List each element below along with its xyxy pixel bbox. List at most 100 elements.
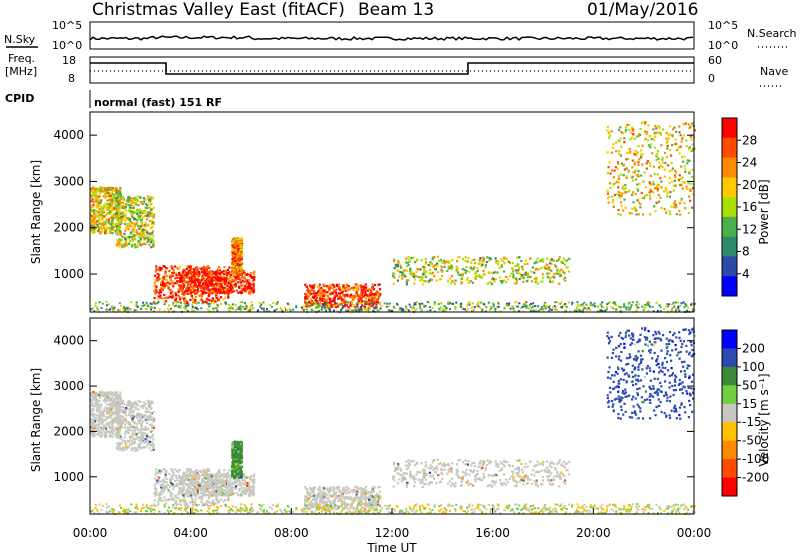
power-cell bbox=[130, 202, 133, 205]
power-cell bbox=[323, 298, 326, 302]
power-cell bbox=[344, 289, 347, 292]
power-cell bbox=[95, 198, 98, 201]
power-cell bbox=[679, 145, 682, 148]
power-cell bbox=[658, 161, 661, 164]
velocity-cell bbox=[128, 410, 132, 414]
power-cell bbox=[599, 309, 602, 312]
power-cell bbox=[465, 269, 468, 273]
power-cell bbox=[325, 284, 328, 288]
power-cell bbox=[407, 256, 410, 259]
power-cell bbox=[393, 307, 396, 310]
power-cell bbox=[518, 302, 521, 305]
power-cell bbox=[105, 308, 108, 311]
power-cell bbox=[680, 199, 683, 202]
power-cell bbox=[222, 298, 225, 301]
power-cell bbox=[98, 217, 101, 220]
power-cell bbox=[148, 219, 151, 222]
velocity-cell bbox=[108, 399, 111, 402]
power-cell bbox=[498, 266, 501, 269]
power-cell bbox=[169, 276, 172, 279]
power-cell bbox=[281, 310, 284, 313]
power-cell bbox=[118, 245, 121, 248]
power-cell bbox=[619, 154, 623, 157]
power-cell bbox=[328, 288, 331, 291]
power-cell bbox=[237, 291, 240, 294]
power-cell bbox=[634, 169, 637, 172]
velocity-cell bbox=[98, 412, 101, 415]
power-cell bbox=[612, 307, 615, 310]
power-cell bbox=[252, 284, 255, 287]
power-cell bbox=[209, 302, 212, 305]
velocity-cell bbox=[147, 400, 150, 403]
power-cell bbox=[111, 207, 114, 210]
power-cell bbox=[90, 200, 93, 203]
power-cell bbox=[179, 287, 182, 290]
velocity-cell bbox=[92, 395, 95, 398]
velocity-cell bbox=[105, 395, 108, 398]
velocity-cell bbox=[144, 425, 147, 428]
power-cell bbox=[343, 295, 346, 298]
power-cell bbox=[625, 175, 628, 178]
power-cell bbox=[554, 301, 557, 304]
power-cell bbox=[181, 280, 184, 283]
velocity-cell bbox=[97, 415, 100, 418]
power-cell bbox=[440, 306, 443, 309]
power-cell bbox=[400, 307, 403, 310]
nave-tick-60: 60 bbox=[708, 54, 722, 67]
power-cell bbox=[150, 303, 153, 305]
power-cell bbox=[235, 271, 238, 274]
power-cell bbox=[94, 212, 97, 216]
power-cell bbox=[242, 269, 245, 273]
velocity-cell bbox=[136, 427, 139, 430]
power-cell bbox=[332, 305, 335, 308]
power-cell bbox=[110, 204, 113, 207]
power-cell bbox=[165, 274, 168, 278]
power-cell bbox=[133, 309, 136, 312]
power-cell bbox=[145, 301, 148, 304]
power-cell bbox=[150, 202, 153, 206]
power-cell bbox=[609, 301, 611, 304]
power-cell bbox=[318, 288, 321, 291]
power-cell bbox=[548, 310, 551, 313]
power-cell bbox=[150, 219, 153, 222]
power-cell bbox=[489, 305, 492, 308]
power-cell bbox=[364, 290, 367, 293]
power-cell bbox=[512, 307, 515, 310]
power-cell bbox=[622, 163, 626, 166]
power-cell bbox=[464, 308, 467, 311]
power-cell bbox=[523, 263, 526, 266]
power-cell bbox=[318, 310, 321, 313]
power-cell bbox=[374, 292, 377, 295]
power-cell bbox=[521, 305, 524, 308]
power-cell bbox=[520, 307, 523, 309]
power-cell bbox=[371, 297, 374, 300]
power-cell bbox=[129, 210, 132, 213]
velocity-cell bbox=[118, 415, 121, 418]
power-cell bbox=[419, 307, 422, 309]
power-cell bbox=[235, 264, 238, 267]
power-cell bbox=[313, 302, 316, 305]
power-cell bbox=[240, 281, 243, 284]
power-cell bbox=[615, 141, 618, 144]
power-cell bbox=[150, 308, 152, 311]
velocity-cell bbox=[145, 411, 149, 414]
power-cell bbox=[213, 288, 216, 291]
power-cell bbox=[368, 296, 371, 299]
velocity-cell bbox=[98, 417, 101, 420]
power-cell bbox=[396, 279, 399, 282]
power-cell bbox=[231, 243, 234, 247]
power-cell bbox=[664, 161, 667, 165]
power-cell bbox=[228, 271, 231, 274]
velocity-cell bbox=[94, 404, 97, 407]
power-cell bbox=[647, 124, 650, 127]
nsky-label: N.Sky bbox=[4, 33, 36, 46]
power-cell bbox=[339, 294, 342, 297]
power-cell bbox=[611, 195, 614, 198]
power-cell bbox=[266, 308, 268, 311]
power-cell bbox=[223, 266, 226, 269]
power-cell bbox=[614, 166, 618, 169]
power-cell bbox=[333, 296, 336, 299]
power-cell bbox=[665, 189, 668, 192]
power-cell bbox=[224, 281, 227, 285]
velocity-cell bbox=[108, 416, 112, 419]
